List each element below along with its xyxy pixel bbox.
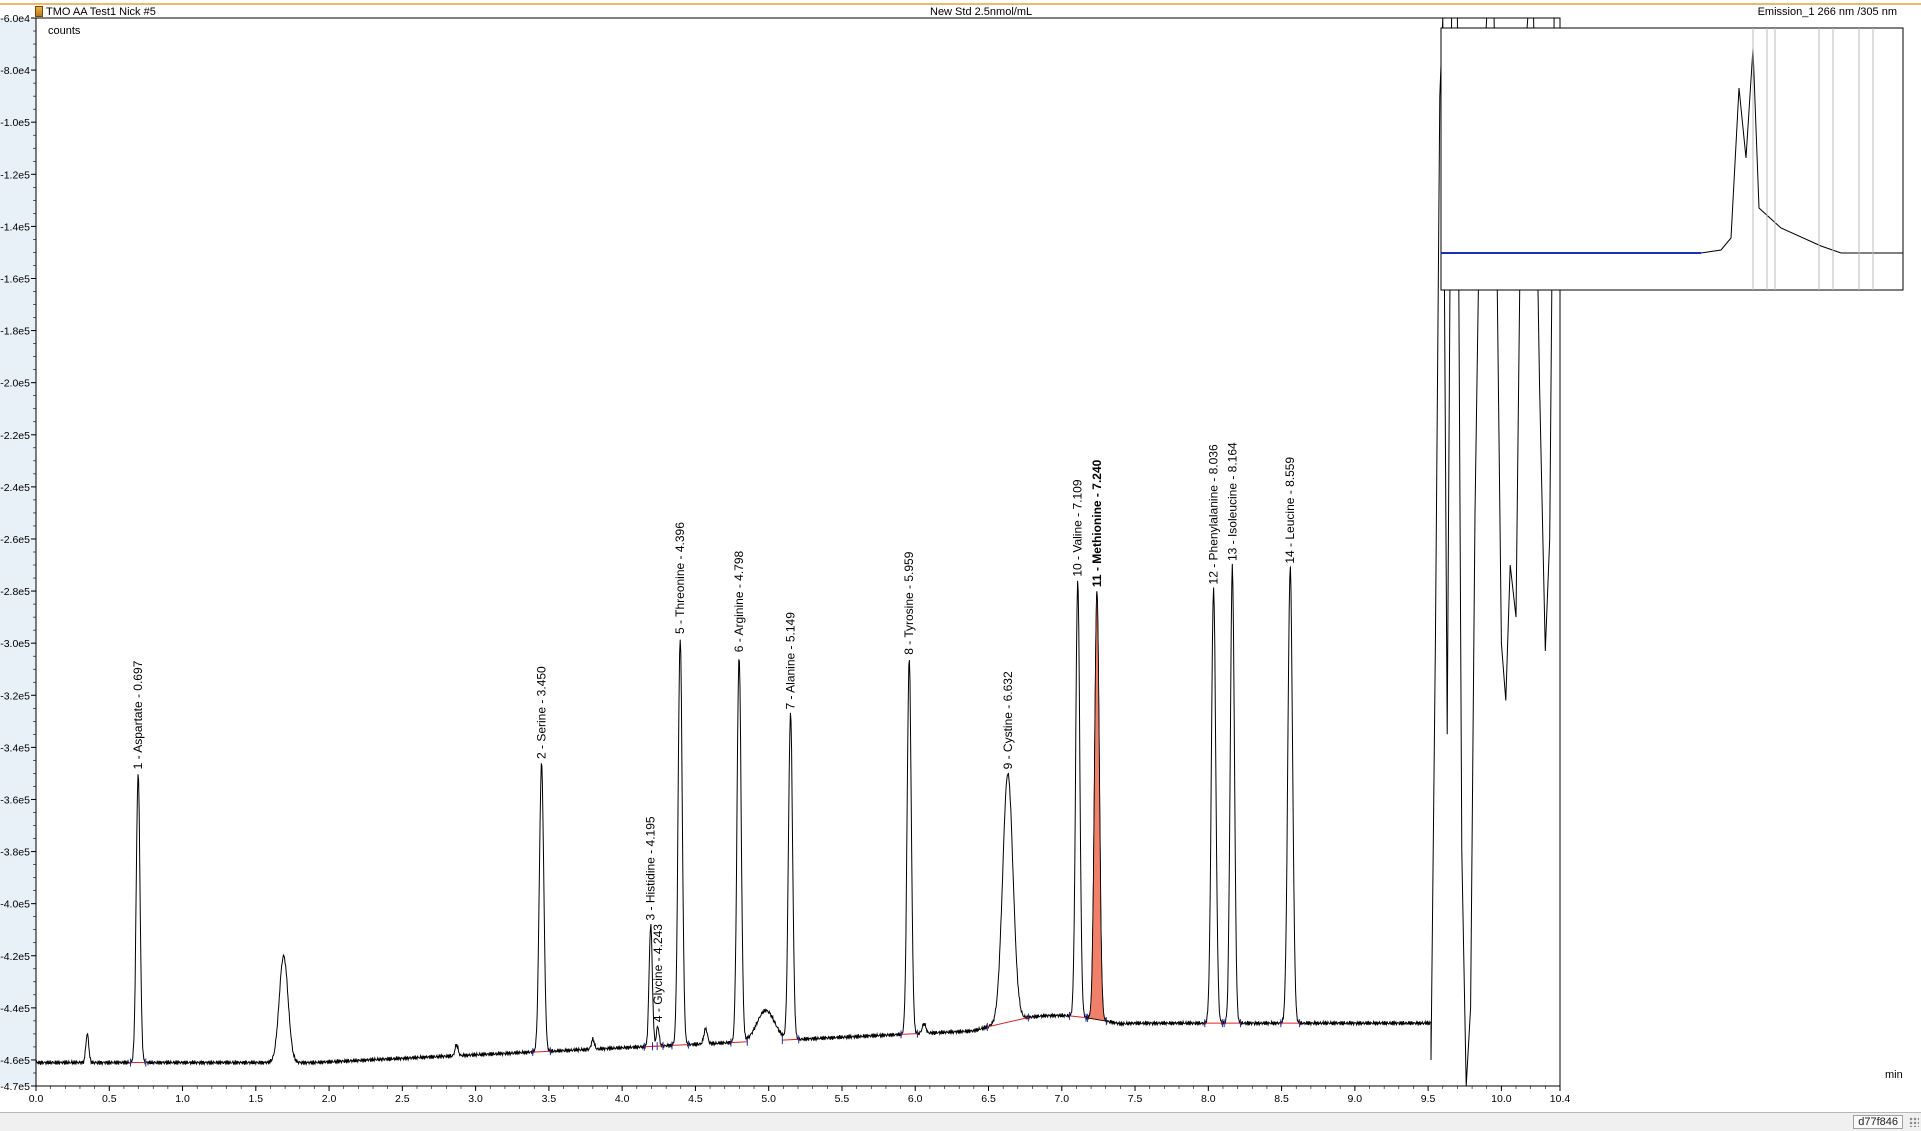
y-tick-label: -1.0e5 [0, 117, 30, 129]
x-tick-label: 4.5 [688, 1093, 703, 1105]
plot-border [35, 17, 1561, 1087]
status-bar: d77f846 [0, 1112, 1921, 1131]
x-tick-label: 4.0 [615, 1093, 630, 1105]
peak-label: 5 - Threonine - 4.396 [673, 522, 687, 634]
x-tick-label: 1.5 [249, 1093, 264, 1105]
x-tick-label: 7.5 [1128, 1093, 1143, 1105]
overview-inset [1440, 27, 1904, 291]
integration-baseline [532, 1050, 551, 1053]
y-tick-label: -6.0e4 [0, 13, 30, 25]
peak-label: 10 - Valine - 7.109 [1071, 479, 1085, 576]
x-tick-label: 2.5 [395, 1093, 410, 1105]
y-tick-label: -1.4e5 [0, 221, 30, 233]
injection-title: New Std 2.5nmol/mL [930, 6, 1033, 18]
y-tick-label: -3.2e5 [0, 690, 30, 702]
resize-grip-icon[interactable] [1909, 1117, 1919, 1127]
peak-label: 6 - Arginine - 4.798 [732, 550, 746, 652]
peak-label: 12 - Phenylalanine - 8.036 [1207, 444, 1221, 584]
highlighted-peak-area [1087, 591, 1107, 1022]
x-tick-label: 10.4 [1550, 1093, 1571, 1105]
y-tick-label: -1.6e5 [0, 273, 30, 285]
integration-baseline [1069, 1015, 1087, 1019]
integration-baseline [652, 1045, 664, 1047]
chromatogram-icon [35, 6, 43, 17]
y-tick-label: -3.4e5 [0, 742, 30, 754]
integration-baseline [730, 1041, 748, 1044]
x-tick-label: 8.0 [1201, 1093, 1216, 1105]
peak-label: 4 - Glycine - 4.243 [651, 924, 665, 1022]
peak-label: 9 - Cystine - 6.632 [1001, 671, 1015, 769]
x-tick-label: 0.5 [102, 1093, 117, 1105]
peak-label: 2 - Serine - 3.450 [535, 666, 549, 759]
x-tick-label: 6.0 [908, 1093, 923, 1105]
y-axis-label: counts [48, 25, 81, 37]
peak-label: 7 - Alanine - 5.149 [784, 612, 798, 710]
x-tick-label: 2.0 [322, 1093, 337, 1105]
integration-baseline [987, 1017, 1029, 1028]
overview-inset-frame [1440, 27, 1904, 291]
y-tick-label: -3.8e5 [0, 847, 30, 859]
integration-baseline [782, 1038, 799, 1041]
sample-title: TMO AA Test1 Nick #5 [46, 6, 156, 18]
x-tick-label: 5.5 [835, 1093, 850, 1105]
peak-label: 3 - Histidine - 4.195 [644, 816, 658, 920]
status-code: d77f846 [1853, 1115, 1903, 1129]
y-tick-label: -8.0e4 [0, 65, 30, 77]
y-axis-band [0, 18, 36, 1086]
y-tick-label: -4.0e5 [0, 899, 30, 911]
y-tick-label: -4.4e5 [0, 1003, 30, 1015]
y-tick-label: -2.4e5 [0, 482, 30, 494]
y-tick-label: -2.2e5 [0, 430, 30, 442]
y-tick-label: -2.8e5 [0, 586, 30, 598]
x-tick-label: 6.5 [981, 1093, 996, 1105]
x-tick-label: 5.0 [761, 1093, 776, 1105]
x-axis-label: min [1885, 1069, 1903, 1081]
peak-label: 13 - Isoleucine - 8.164 [1225, 442, 1239, 561]
x-tick-label: 1.0 [175, 1093, 190, 1105]
integration-baseline [671, 1044, 689, 1046]
y-tick-label: -4.6e5 [0, 1055, 30, 1067]
y-tick-label: -1.8e5 [0, 326, 30, 338]
y-tick-label: -4.2e5 [0, 951, 30, 963]
x-tick-label: 0.0 [29, 1093, 44, 1105]
peak-label: 14 - Leucine - 8.559 [1283, 457, 1297, 564]
y-tick-label: -2.0e5 [0, 378, 30, 390]
x-tick-label: 3.0 [468, 1093, 483, 1105]
x-tick-label: 9.0 [1348, 1093, 1363, 1105]
y-tick-label: -3.6e5 [0, 794, 30, 806]
peak-label: 11 - Methionine - 7.240 [1090, 459, 1104, 587]
y-tick-label: -1.2e5 [0, 169, 30, 181]
x-tick-label: 7.0 [1054, 1093, 1069, 1105]
integration-baseline [900, 1033, 918, 1035]
x-tick-label: 3.5 [542, 1093, 557, 1105]
peak-label: 1 - Aspartate - 0.697 [131, 660, 145, 769]
x-tick-label: 10.0 [1491, 1093, 1512, 1105]
chromatogram-trace [35, 17, 1560, 1087]
peak-label: 8 - Tyrosine - 5.959 [902, 551, 916, 654]
x-tick-label: 9.5 [1421, 1093, 1436, 1105]
detector-channel-title: Emission_1 266 nm /305 nm [1757, 6, 1897, 18]
x-tick-label: 8.5 [1274, 1093, 1289, 1105]
y-tick-label: -2.6e5 [0, 534, 30, 546]
y-tick-label: -4.7e5 [0, 1081, 30, 1093]
y-tick-label: -3.0e5 [0, 638, 30, 650]
